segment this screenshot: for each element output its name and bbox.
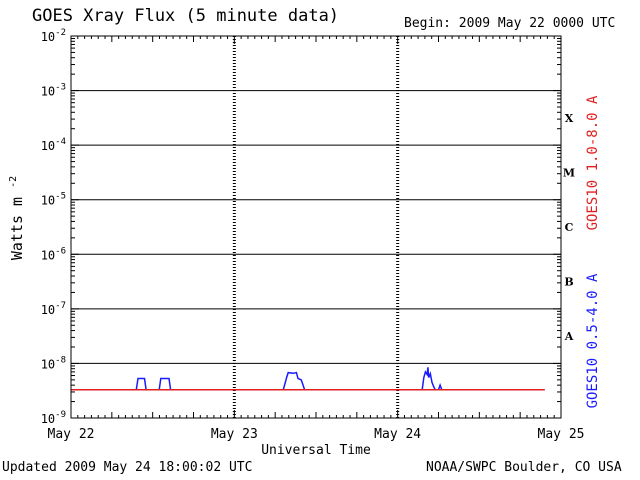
- y-tick-label: 10-2: [41, 28, 66, 44]
- chart-title: GOES Xray Flux (5 minute data): [32, 6, 340, 26]
- flare-class-label: C: [565, 221, 574, 234]
- y-tick-label: 10-3: [41, 83, 66, 99]
- y-tick-label: 10-9: [41, 410, 66, 426]
- updated-timestamp: Updated 2009 May 24 18:00:02 UTC: [2, 460, 253, 475]
- credit-text: NOAA/SWPC Boulder, CO USA: [426, 460, 622, 475]
- x-tick-label: May 25: [538, 427, 585, 442]
- plot-frame: [70, 35, 562, 419]
- y-tick-label: 10-5: [41, 192, 66, 208]
- flare-class-label: X: [565, 112, 574, 125]
- y-tick-label: 10-8: [41, 355, 66, 371]
- y-axis-label: Watts m -2: [8, 176, 26, 260]
- legend-short-channel: GOES10 0.5-4.0 A: [585, 273, 601, 408]
- y-tick-label: 10-4: [41, 137, 66, 153]
- x-axis: May 22 May 23 May 24 May 25: [48, 36, 585, 442]
- flare-class-label: B: [564, 276, 573, 289]
- y-tick-label: 10-6: [41, 246, 66, 262]
- x-tick-label: May 24: [374, 427, 421, 442]
- y-tick-label: 10-7: [41, 301, 66, 317]
- series-lines: [71, 367, 545, 391]
- x-axis-label: Universal Time: [261, 443, 371, 458]
- series-line: [71, 367, 545, 391]
- flare-class-label: M: [563, 166, 575, 179]
- legend: GOES10 1.0-8.0 A GOES10 0.5-4.0 A: [585, 95, 601, 408]
- x-tick-label: May 22: [48, 427, 95, 442]
- flare-class-labels: X M C B A: [563, 112, 575, 343]
- flare-class-label: A: [564, 330, 574, 343]
- y-axis-label-text: Watts m -2: [8, 176, 26, 260]
- x-tick-label: May 23: [211, 427, 258, 442]
- day-divider-ticks: [232, 36, 400, 418]
- begin-time: Begin: 2009 May 22 0000 UTC: [404, 16, 616, 31]
- legend-long-channel: GOES10 1.0-8.0 A: [585, 95, 601, 230]
- y-axis: 10-2 10-3 10-4 10-5 10-6 10-7 10-8 10-9: [41, 28, 561, 426]
- grid-lines: [71, 90, 561, 364]
